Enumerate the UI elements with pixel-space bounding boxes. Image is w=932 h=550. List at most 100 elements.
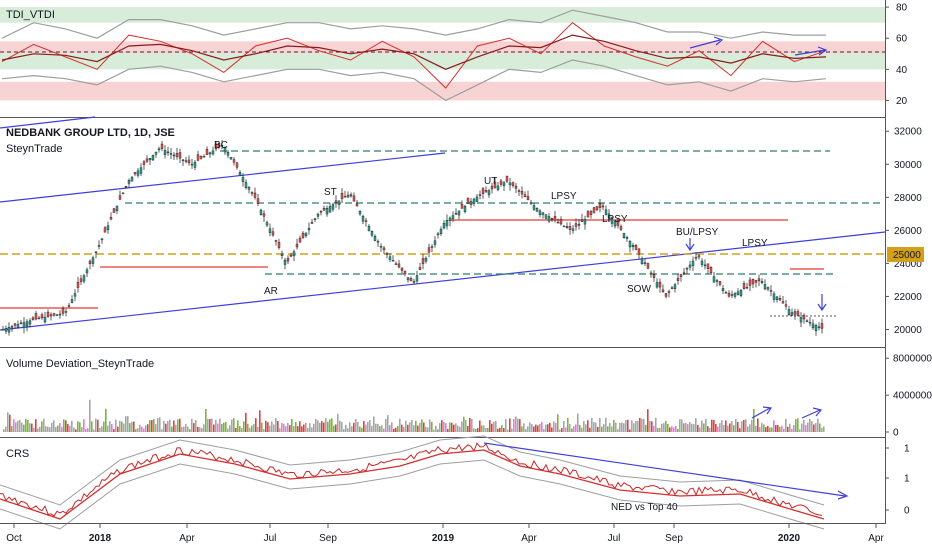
volume-bar	[315, 419, 317, 432]
volume-bar	[795, 419, 797, 432]
candle-body	[292, 251, 296, 257]
candle-body	[754, 280, 758, 283]
volume-bar	[215, 419, 217, 432]
volume-bar	[447, 428, 449, 432]
candle-body	[310, 221, 314, 224]
annotation-st: ST	[324, 187, 337, 198]
candle-body	[226, 152, 230, 156]
candle-body	[250, 192, 254, 194]
volume-y-tick-label: 4000000	[893, 391, 932, 402]
volume-bar	[737, 421, 739, 432]
candle-body	[637, 248, 641, 255]
candle-body	[796, 311, 800, 317]
volume-bar	[619, 422, 621, 432]
candle-body	[334, 200, 338, 203]
candle-body	[508, 182, 512, 186]
candle-body	[517, 190, 521, 192]
volume-bar	[235, 428, 237, 432]
volume-bar	[149, 420, 151, 432]
trendline-upper	[0, 152, 446, 203]
volume-bar	[653, 425, 655, 432]
candle-body	[628, 241, 632, 248]
crs-band-lower	[0, 459, 825, 530]
volume-bar	[327, 421, 329, 432]
candle-body	[43, 316, 47, 323]
volume-bar	[371, 425, 373, 432]
volume-bar	[663, 423, 665, 432]
candle-body	[784, 304, 788, 307]
candle-body	[214, 144, 218, 150]
candle-body	[739, 290, 743, 296]
candle-body	[487, 190, 491, 196]
volume-bar	[431, 421, 433, 432]
volume-bar	[771, 427, 773, 432]
x-axis: Oct 2018 Apr Jul Sep 2019 Apr Jul Sep 2020 Apr	[6, 524, 884, 544]
candle-body	[394, 263, 398, 265]
candle-body	[22, 322, 26, 328]
price-arrows	[685, 238, 827, 312]
volume-bar	[213, 424, 215, 432]
annotation-bu-lpsy: BU/LPSY	[676, 227, 719, 238]
volume-bar	[227, 428, 229, 432]
volume-bar	[775, 425, 777, 432]
candle-body	[529, 202, 533, 204]
volume-bar	[173, 420, 175, 432]
volume-bar	[763, 424, 765, 432]
candle-body	[37, 317, 41, 320]
candle-body	[649, 272, 653, 275]
volume-bar	[139, 424, 141, 432]
candle-body	[598, 203, 602, 208]
volume-bar	[675, 426, 677, 432]
volume-bar	[223, 422, 225, 432]
volume-y-tick-label: 8000000	[893, 354, 932, 365]
volume-bar	[767, 425, 769, 432]
volume-bar	[519, 419, 521, 432]
volume-bar	[221, 424, 223, 432]
candle-body	[370, 230, 374, 236]
volume-bar	[347, 428, 349, 432]
volume-bar	[789, 423, 791, 432]
price-title: NEDBANK GROUP LTD, 1D, JSE	[6, 127, 175, 139]
volume-bar	[367, 421, 369, 432]
volume-bar	[281, 422, 283, 432]
volume-bar	[205, 408, 207, 432]
volume-bar	[691, 423, 693, 432]
price-subtitle: SteynTrade	[6, 143, 62, 155]
volume-bar	[533, 426, 535, 432]
volume-bar	[529, 422, 531, 432]
candle-body	[64, 311, 68, 313]
candle-body	[397, 263, 401, 268]
volume-bar	[381, 425, 383, 432]
volume-bar	[401, 424, 403, 432]
volume-bar	[111, 423, 113, 432]
volume-bar	[289, 425, 291, 432]
volume-bar	[73, 427, 75, 432]
candle-body	[715, 280, 719, 282]
volume-bar	[375, 423, 377, 432]
candle-body	[262, 213, 266, 217]
trendline-lower	[0, 231, 886, 331]
volume-bar	[101, 426, 103, 432]
volume-bar	[191, 418, 193, 432]
volume-bar	[171, 426, 173, 432]
volume-bar	[95, 418, 97, 432]
volume-bar	[187, 426, 189, 432]
candle-body	[277, 242, 281, 248]
volume-bar	[155, 424, 157, 432]
candle-body	[736, 291, 740, 295]
volume-bar	[527, 426, 529, 432]
candle-body	[316, 213, 320, 217]
volume-bar	[207, 418, 209, 432]
volume-bar	[21, 422, 23, 432]
candle-body	[346, 194, 350, 198]
candle-body	[301, 232, 305, 238]
volume-bar	[573, 426, 575, 432]
volume-bar	[491, 423, 493, 432]
volume-bar	[787, 426, 789, 432]
volume-bar	[253, 423, 255, 432]
candle-body	[25, 321, 29, 327]
volume-bar	[741, 421, 743, 432]
volume-bar	[625, 419, 627, 432]
volume-bar	[443, 421, 445, 432]
volume-bar	[525, 428, 527, 432]
